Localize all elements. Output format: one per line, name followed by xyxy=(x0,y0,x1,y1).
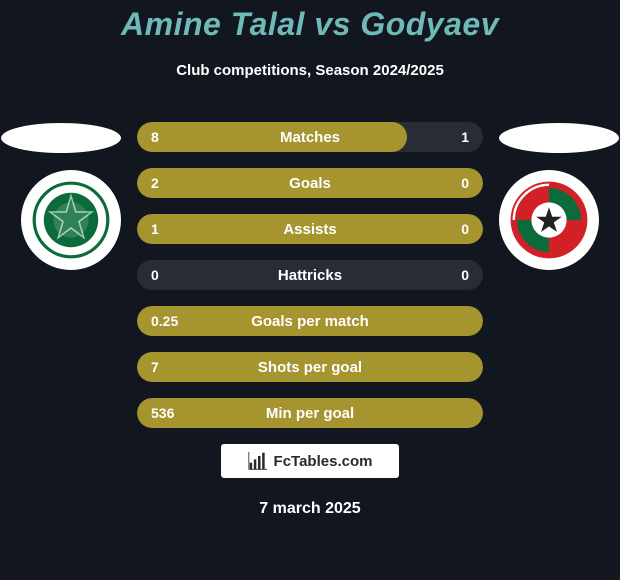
team-crest-right xyxy=(499,170,599,270)
stat-label: Hattricks xyxy=(137,260,483,290)
stat-label: Min per goal xyxy=(137,398,483,428)
source-logo-text: FcTables.com xyxy=(274,453,373,470)
subtitle: Club competitions, Season 2024/2025 xyxy=(0,62,620,79)
stat-label: Matches xyxy=(137,122,483,152)
stat-row: 7Shots per goal xyxy=(137,352,483,382)
stat-row: 81Matches xyxy=(137,122,483,152)
stat-label: Goals per match xyxy=(137,306,483,336)
stat-row: 536Min per goal xyxy=(137,398,483,428)
ellipse-shadow-right xyxy=(499,123,619,153)
stat-label: Assists xyxy=(137,214,483,244)
shield-icon xyxy=(31,180,111,260)
stat-label: Goals xyxy=(137,168,483,198)
date-text: 7 march 2025 xyxy=(0,500,620,518)
comparison-bars: 81Matches 20Goals 10Assists 00Hattricks 0.25… xyxy=(137,122,483,428)
source-logo: FcTables.com xyxy=(220,443,400,479)
stat-row: 20Goals xyxy=(137,168,483,198)
shield-icon xyxy=(509,180,589,260)
stat-label: Shots per goal xyxy=(137,352,483,382)
chart-bar-icon xyxy=(248,451,268,471)
team-crest-left xyxy=(21,170,121,270)
stat-row: 00Hattricks xyxy=(137,260,483,290)
stat-row: 0.25Goals per match xyxy=(137,306,483,336)
stat-row: 10Assists xyxy=(137,214,483,244)
ellipse-shadow-left xyxy=(1,123,121,153)
page-title: Amine Talal vs Godyaev xyxy=(0,6,620,43)
